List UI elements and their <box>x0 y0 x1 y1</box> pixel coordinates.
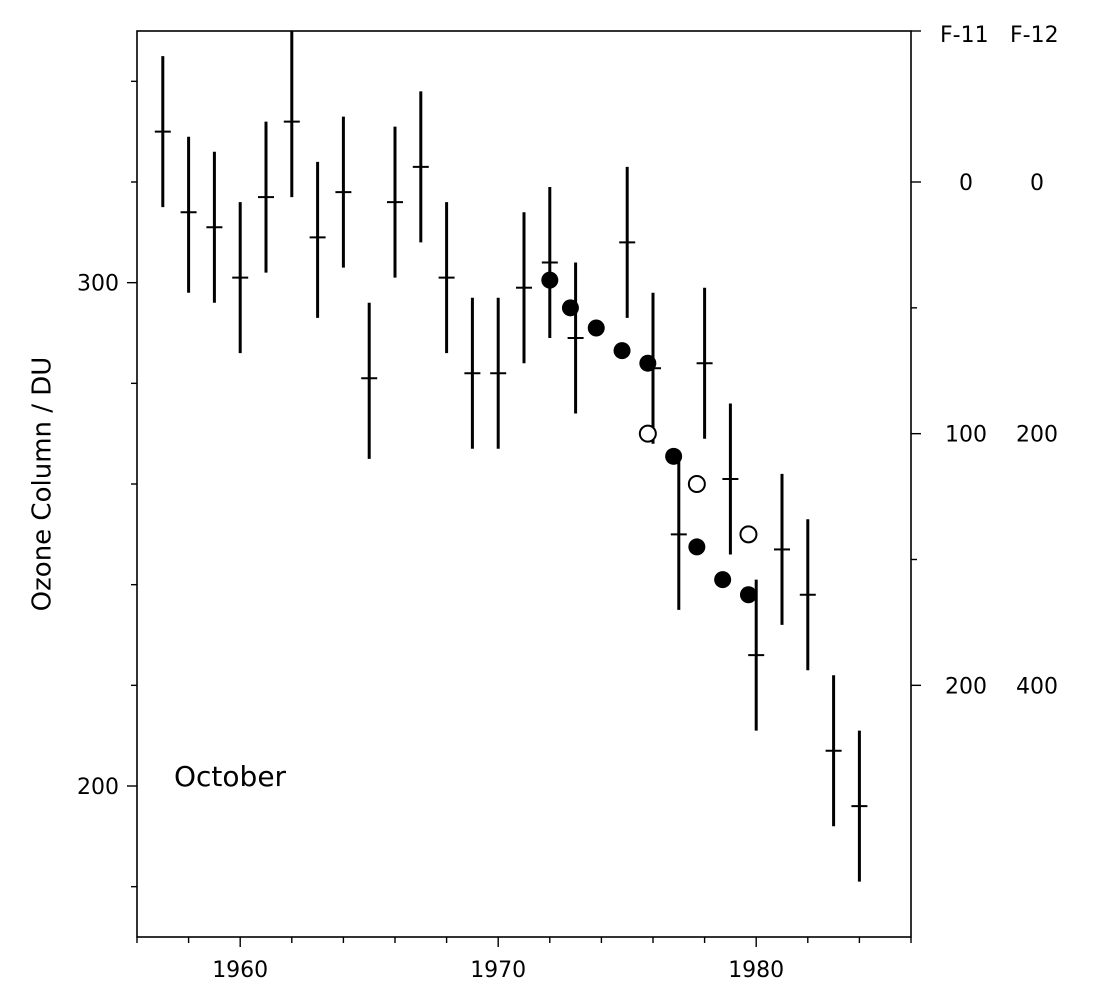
errorbar-point <box>412 91 429 243</box>
plot-frame <box>136 30 912 938</box>
open-circle-point <box>687 475 706 493</box>
open-circle-point <box>739 525 758 544</box>
open-circle-series <box>638 424 758 544</box>
y-tick-label: 200 <box>77 775 119 800</box>
x-tick-label: 1970 <box>470 958 526 983</box>
right-tick-label-f11: 0 <box>959 171 973 196</box>
errorbar-point <box>438 202 455 354</box>
errorbar-point <box>722 403 739 555</box>
annotation-october: October <box>174 760 287 793</box>
errorbar-point <box>567 262 584 414</box>
right-tick-label-f12: 200 <box>1016 423 1058 448</box>
errorbar-point <box>619 166 636 318</box>
errorbar-point <box>748 579 765 731</box>
errorbar-point <box>387 126 403 278</box>
open-circle-point <box>638 424 657 443</box>
errorbar-point <box>206 151 223 303</box>
errorbar-point <box>154 56 171 208</box>
errorbar-point <box>464 297 481 449</box>
y-axis-ticks: 200 300 <box>77 80 137 888</box>
errorbar-point <box>825 675 842 827</box>
filled-circle-point <box>739 586 757 604</box>
errorbar-point <box>541 187 558 339</box>
errorbar-point <box>696 287 713 439</box>
filled-circle-point <box>688 538 706 556</box>
errorbar-point <box>799 519 816 671</box>
filled-circle-point <box>561 299 579 317</box>
x-axis-ticks: 1960 1970 1980 <box>136 937 912 983</box>
filled-circle-point <box>541 271 559 289</box>
x-tick-label: 1960 <box>212 958 268 983</box>
errorbar-point <box>670 458 687 610</box>
errorbar-point <box>361 302 378 459</box>
right-axis: 0 0 100 200 200 400 <box>911 30 1058 699</box>
errorbar-point <box>309 161 326 318</box>
errorbar-point <box>180 136 197 293</box>
errorbar-point <box>232 202 249 354</box>
x-tick-label: 1980 <box>728 958 784 983</box>
y-axis-title: Ozone Column / DU <box>28 357 58 612</box>
right-axis-header-f12: F-12 <box>1010 23 1059 48</box>
errorbar-point <box>774 473 790 625</box>
right-tick-label-f11: 100 <box>945 423 987 448</box>
filled-circle-point <box>639 354 657 372</box>
errorbar-point <box>335 116 352 268</box>
filled-circle-series <box>541 271 757 604</box>
y-tick-label: 300 <box>77 272 119 297</box>
errorbar-point <box>851 730 868 882</box>
filled-circle-point <box>587 319 605 337</box>
errorbar-point <box>516 212 532 364</box>
right-axis-header-f11: F-11 <box>940 23 989 48</box>
errorbar-series <box>154 31 868 882</box>
right-tick-label-f12: 0 <box>1030 171 1044 196</box>
right-tick-label-f11: 200 <box>945 674 987 699</box>
errorbar-point <box>258 121 274 273</box>
filled-circle-point <box>665 447 683 465</box>
errorbar-point <box>283 31 300 198</box>
right-tick-label-f12: 400 <box>1016 674 1058 699</box>
filled-circle-point <box>613 342 631 360</box>
filled-circle-point <box>714 571 732 589</box>
errorbar-point <box>490 297 507 449</box>
